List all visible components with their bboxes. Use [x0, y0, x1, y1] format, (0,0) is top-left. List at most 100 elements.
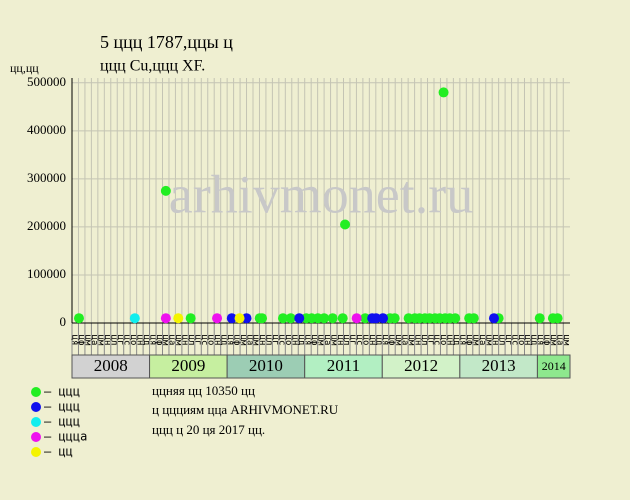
month-label: цс: [199, 335, 209, 346]
month-label: цо: [283, 335, 293, 346]
month-label: цн: [180, 335, 190, 346]
month-label: цф: [76, 335, 86, 346]
point: [294, 313, 305, 324]
point: [351, 313, 362, 324]
point: [241, 313, 252, 324]
month-label: цф: [309, 335, 319, 346]
legend-label: – ццц: [44, 400, 80, 414]
point: [371, 313, 382, 324]
month-label: цн: [212, 335, 222, 346]
point: [389, 313, 400, 324]
point: [185, 313, 196, 324]
month-label: ца: [555, 335, 565, 346]
point: [488, 313, 499, 324]
month-label: ца: [167, 335, 177, 346]
month-label: цс: [121, 335, 131, 346]
month-label: цо: [361, 335, 371, 346]
month-label: ця: [302, 335, 312, 346]
legend-marker: [31, 387, 41, 397]
month-label: цн: [134, 335, 144, 346]
month-label: цо: [205, 335, 215, 346]
month-label: цм: [471, 335, 481, 346]
point: [285, 313, 296, 324]
month-label: цс: [277, 335, 287, 346]
month-label: цм: [406, 335, 416, 346]
x-tick-label: 2014: [542, 359, 566, 373]
month-label: цн: [522, 335, 532, 346]
month-label: цд: [451, 335, 461, 346]
month-label: цн: [335, 335, 345, 346]
month-label: ця: [458, 335, 468, 346]
month-label: цф: [154, 335, 164, 346]
point: [73, 313, 84, 324]
month-label: цн: [367, 335, 377, 346]
x-tick-label: 2008: [94, 356, 128, 375]
month-label: цн: [445, 335, 455, 346]
subtitle: ццц Cu,ццц XF.: [100, 58, 205, 75]
point: [534, 313, 545, 324]
point: [337, 313, 348, 324]
month-label: цл: [186, 335, 196, 346]
y-tick-label: 300000: [27, 170, 66, 185]
month-label: цл: [109, 335, 119, 346]
month-label: цо: [516, 335, 526, 346]
month-label: цм: [483, 335, 493, 346]
point: [160, 185, 171, 196]
month-label: ца: [322, 335, 332, 346]
month-label: цм: [561, 335, 571, 346]
month-label: цл: [341, 335, 351, 346]
point: [438, 87, 449, 98]
note: ццц ц 20 ця 2017 цц.: [152, 422, 265, 437]
point: [327, 313, 338, 324]
month-label: цм: [548, 335, 558, 346]
month-label: ця: [380, 335, 390, 346]
month-label: цф: [231, 335, 241, 346]
year-band: [536, 354, 571, 379]
point: [160, 313, 171, 324]
point: [360, 313, 371, 324]
point: [234, 313, 245, 324]
month-label: ца: [477, 335, 487, 346]
month-label: цн: [412, 335, 422, 346]
month-label: ця: [225, 335, 235, 346]
month-label: цг: [425, 335, 435, 346]
y-tick-label: 0: [60, 314, 67, 329]
legend-label: – ццца: [44, 430, 87, 444]
month-label: цд: [374, 335, 384, 346]
month-label: цо: [438, 335, 448, 346]
month-label: цс: [354, 335, 364, 346]
month-label: ця: [70, 335, 80, 346]
point: [450, 313, 461, 324]
point: [468, 313, 479, 324]
y-tick-label: 500000: [27, 74, 66, 89]
watermark: arhivmonet.ru: [169, 164, 473, 224]
month-label: цф: [464, 335, 474, 346]
month-label: ця: [535, 335, 545, 346]
y-tick-label: 200000: [27, 218, 66, 233]
month-label: цф: [542, 335, 552, 346]
month-label: цф: [386, 335, 396, 346]
legend-marker: [31, 417, 41, 427]
month-label: цг: [193, 335, 203, 346]
point: [378, 313, 389, 324]
month-label: цд: [529, 335, 539, 346]
x-tick-label: 2011: [327, 356, 360, 375]
point: [212, 313, 223, 324]
y-label: цц,цц: [10, 61, 39, 75]
month-label: цн: [490, 335, 500, 346]
x-tick-label: 2010: [249, 356, 283, 375]
month-label: цм: [238, 335, 248, 346]
month-label: цд: [218, 335, 228, 346]
month-label: цл: [264, 335, 274, 346]
x-tick-label: 2013: [482, 356, 516, 375]
note: ццняя цц 10350 цц: [152, 383, 255, 398]
legend-marker: [31, 432, 41, 442]
x-tick-label: 2012: [404, 356, 438, 375]
month-label: цм: [173, 335, 183, 346]
point: [552, 313, 563, 324]
month-label: ца: [399, 335, 409, 346]
title: 5 ццц 1787,ццы ц: [100, 32, 233, 52]
point: [173, 313, 184, 324]
month-label: цг: [503, 335, 513, 346]
